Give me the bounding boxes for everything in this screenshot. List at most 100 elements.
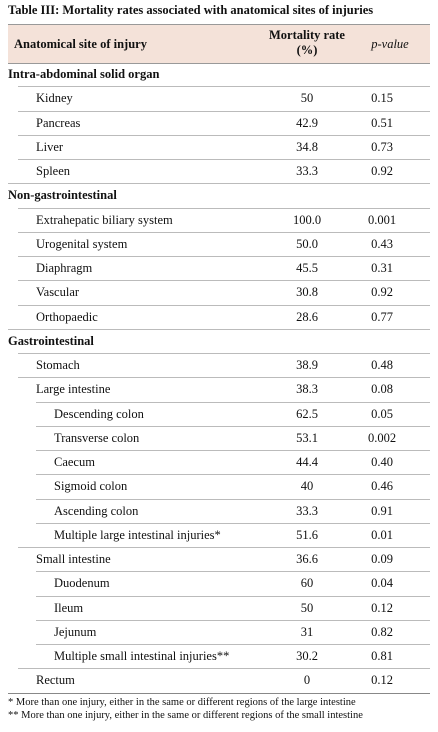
p-value: 0.43	[371, 236, 393, 251]
row-divider	[36, 619, 430, 621]
p-value: 0.002	[367, 430, 397, 445]
row-divider	[18, 377, 430, 379]
mortality-rate: 44.4	[296, 455, 318, 469]
table-header: Anatomical site of injury Mortality rate…	[8, 24, 430, 64]
row-label: Duodenum	[54, 576, 110, 591]
p-value: 0.40	[371, 455, 393, 469]
row-label: Kidney	[36, 91, 73, 106]
row-divider	[18, 159, 430, 160]
mortality-rate: 50	[300, 91, 314, 106]
mortality-rate: 51.6	[296, 527, 318, 542]
row-label: Small intestine	[36, 552, 111, 566]
table-bottom	[8, 692, 430, 694]
mortality-rate: 62.5	[296, 406, 318, 421]
row-label: Large intestine	[36, 382, 111, 397]
row-divider	[36, 425, 430, 427]
row-divider	[18, 280, 430, 282]
row-divider	[18, 231, 430, 233]
p-value: 0.31	[371, 261, 393, 275]
row-label: Multiple small intestinal injuries**	[54, 649, 230, 663]
row-label: Caecum	[54, 455, 95, 469]
column-header: Mortality rate (%)	[268, 28, 345, 57]
row-label: Vascular	[36, 285, 80, 300]
mortality-rate: 38.3	[296, 382, 318, 397]
row-divider	[18, 86, 430, 88]
row-label: Intra-abdominal solid organ	[8, 67, 160, 81]
row-divider	[18, 547, 430, 548]
column-header: p-value	[371, 37, 409, 51]
p-value: 0.08	[371, 382, 393, 397]
p-value: 0.77	[371, 309, 393, 324]
mortality-rate: 28.6	[296, 309, 318, 324]
row-divider	[18, 134, 430, 136]
footnote: * More than one injury, either in the sa…	[8, 696, 356, 708]
mortality-rate: 45.5	[296, 261, 318, 275]
row-divider	[36, 474, 430, 476]
row-divider	[18, 304, 430, 306]
row-label: Non-gastrointestinal	[8, 188, 117, 203]
mortality-rate: 40	[300, 479, 314, 494]
row-label: Urogenital system	[36, 236, 128, 251]
mortality-rate: 60	[300, 576, 314, 591]
row-label: Liver	[36, 139, 64, 154]
row-divider	[36, 401, 430, 403]
row-divider	[18, 353, 430, 354]
mortality-rate: 50.0	[296, 236, 318, 251]
row-divider	[36, 644, 430, 645]
column-header: Anatomical site of injury	[14, 37, 147, 51]
p-value: 0.05	[371, 406, 393, 421]
row-label: Multiple large intestinal injuries*	[54, 527, 221, 542]
mortality-rate: 100.0	[292, 212, 322, 227]
row-label: Pancreas	[36, 115, 81, 130]
row-divider	[36, 571, 430, 573]
mortality-rate: 30.2	[296, 649, 318, 663]
p-value: 0.73	[371, 139, 393, 154]
mortality-rate: 36.6	[296, 552, 318, 566]
row-divider	[18, 668, 430, 670]
p-value: 0.91	[371, 503, 393, 518]
mortality-rate: 38.9	[296, 358, 318, 372]
row-label: Diaphragm	[36, 261, 93, 275]
footnote: ** More than one injury, either in the s…	[8, 709, 363, 721]
p-value: 0.001	[367, 212, 397, 227]
row-divider	[18, 207, 430, 209]
mortality-rate: 42.9	[296, 115, 318, 130]
p-value: 0.81	[371, 649, 393, 663]
mortality-rate: 31	[300, 624, 314, 639]
p-value: 0.01	[371, 527, 393, 542]
row-label: Transverse colon	[54, 430, 140, 445]
row-divider	[36, 522, 430, 524]
mortality-rate: 33.3	[296, 164, 318, 178]
row-label: Orthopaedic	[36, 309, 98, 324]
row-label: Stomach	[36, 358, 80, 372]
p-value: 0.09	[371, 552, 393, 566]
row-label: Ascending colon	[54, 503, 139, 518]
mortality-rate: 53.1	[296, 430, 318, 445]
table-title: Table III: Mortality rates associated wi…	[8, 3, 374, 17]
row-label: Extrahepatic biliary system	[36, 212, 173, 227]
row-divider	[18, 110, 430, 112]
p-value: 0.04	[371, 576, 393, 591]
row-label: Descending colon	[54, 406, 144, 421]
p-value: 0.12	[371, 600, 393, 615]
row-label: Sigmoid colon	[54, 479, 128, 494]
p-value: 0.15	[371, 91, 393, 106]
row-label: Jejunum	[54, 624, 97, 639]
p-value: 0.48	[371, 358, 393, 372]
row-label: Gastrointestinal	[8, 333, 94, 348]
p-value: 0.12	[371, 673, 393, 688]
row-divider	[8, 328, 430, 330]
mortality-rate: 0	[303, 673, 311, 688]
p-value: 0.51	[371, 115, 393, 130]
row-divider	[36, 450, 430, 451]
p-value: 0.92	[371, 164, 393, 178]
p-value: 0.92	[371, 285, 393, 300]
row-divider	[8, 183, 430, 185]
row-label: Ileum	[54, 600, 84, 615]
row-divider	[36, 498, 430, 500]
row-divider	[36, 595, 430, 597]
mortality-rate: 30.8	[296, 285, 318, 300]
mortality-rate: 50	[300, 600, 314, 615]
row-divider	[18, 256, 430, 257]
row-label: Rectum	[36, 673, 75, 688]
